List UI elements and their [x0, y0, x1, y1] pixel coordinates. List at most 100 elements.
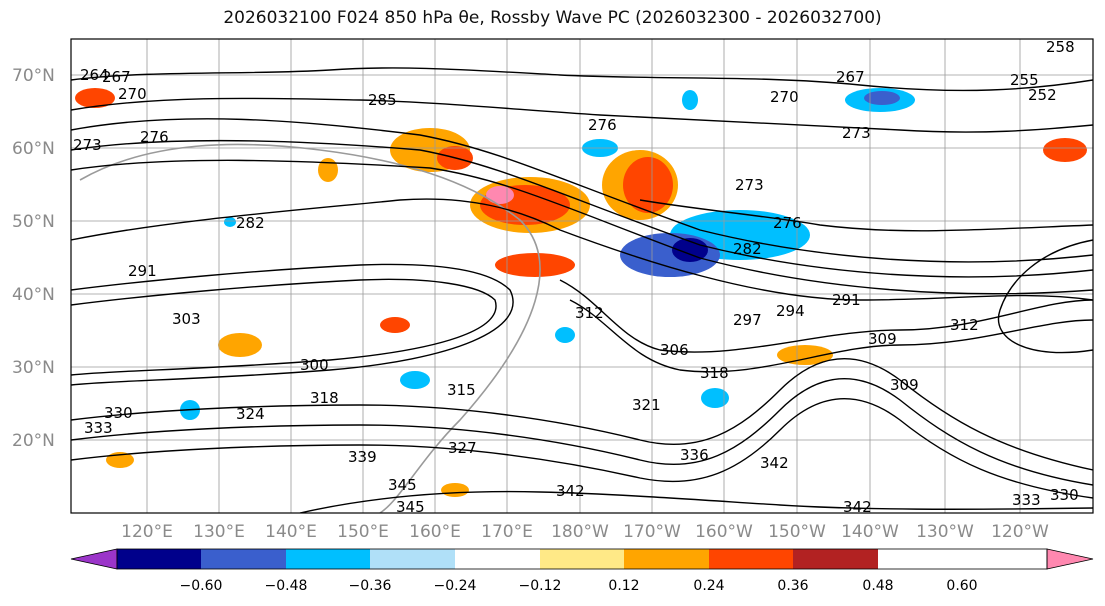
colorbar-segment [709, 549, 793, 569]
positive-anomaly-region [75, 88, 115, 108]
colorbar-tick-label: −0.12 [519, 578, 562, 594]
colorbar-tick-label: −0.48 [265, 578, 308, 594]
contour-label: 345 [396, 498, 425, 516]
contour-label: 273 [842, 124, 871, 142]
contour-label: 291 [832, 291, 861, 309]
colorbar-segment [117, 549, 201, 569]
map-frame [70, 38, 1094, 514]
negative-anomaly-region [555, 327, 575, 343]
rossby-path-outline [79, 143, 541, 513]
contour-label: 309 [890, 376, 919, 394]
contour-label: 258 [1046, 38, 1075, 56]
positive-anomaly-region [380, 317, 410, 333]
contour-label: 252 [1028, 86, 1057, 104]
colorbar-tick-label: −0.36 [349, 578, 392, 594]
map-title: 2026032100 F024 850 hPa θe, Rossby Wave … [223, 8, 882, 28]
contour-label: 276 [773, 214, 802, 232]
lon-label: 180°W [551, 522, 609, 542]
contour-label: 267 [102, 68, 131, 86]
lat-label: 60°N [12, 139, 55, 159]
contour-label: 333 [1012, 491, 1041, 509]
lat-label: 50°N [12, 212, 55, 232]
anomaly-shading [75, 88, 1087, 497]
theta-e-contours [71, 67, 1093, 513]
lon-label: 120°W [991, 522, 1049, 542]
longitude-labels: 120°E 130°E 140°E 150°E 160°E 170°E 180°… [121, 522, 1049, 542]
colorbar-tick-label: 0.60 [946, 578, 977, 594]
contour-label: 327 [448, 439, 477, 457]
contour-label: 312 [575, 304, 604, 322]
lon-label: 170°E [481, 522, 533, 542]
lat-label: 30°N [12, 358, 55, 378]
colorbar-tick-label: 0.36 [777, 578, 808, 594]
lon-label: 160°E [409, 522, 461, 542]
contour-label: 291 [128, 262, 157, 280]
colorbar-tick-label: 0.24 [693, 578, 724, 594]
contour-label: 255 [1010, 71, 1039, 89]
positive-anomaly-core [623, 157, 673, 213]
contour-label: 318 [700, 364, 729, 382]
contour-label: 264 [80, 66, 109, 84]
lat-label: 70°N [12, 66, 55, 86]
latitude-labels: 70°N 60°N 50°N 40°N 30°N 20°N [12, 66, 55, 451]
contour-label: 282 [733, 240, 762, 258]
colorbar-outline [116, 548, 1048, 570]
contour-label: 342 [843, 498, 872, 516]
lon-label: 170°W [623, 522, 681, 542]
contour-label: 285 [368, 91, 397, 109]
lon-label: 150°W [768, 522, 826, 542]
negative-anomaly-core [864, 91, 900, 105]
colorbar-ticks: −0.60 −0.48 −0.36 −0.24 −0.12 0.12 0.24 … [180, 578, 978, 594]
colorbar-tick-label: 0.12 [608, 578, 639, 594]
contour-label: 276 [140, 128, 169, 146]
contour-label: 273 [73, 136, 102, 154]
lat-label: 20°N [12, 431, 55, 451]
contour-label: 312 [950, 316, 979, 334]
contour-label: 300 [300, 356, 329, 374]
lon-label: 120°E [121, 522, 173, 542]
colorbar-segment [624, 549, 709, 569]
contour-label: 321 [632, 396, 661, 414]
positive-anomaly-region [318, 158, 338, 182]
positive-anomaly-region [1043, 138, 1087, 162]
colorbar: −0.60 −0.48 −0.36 −0.24 −0.12 0.12 0.24 … [70, 548, 1094, 594]
colorbar-segment [793, 549, 878, 569]
contour-label: 294 [776, 302, 805, 320]
contour-label: 276 [588, 116, 617, 134]
colorbar-extend-low [70, 548, 118, 570]
lon-label: 130°E [193, 522, 245, 542]
colorbar-segment [286, 549, 370, 569]
colorbar-segment [370, 549, 455, 569]
contour-label: 309 [868, 330, 897, 348]
contour-label: 306 [660, 341, 689, 359]
colorbar-segment [540, 549, 624, 569]
contour-label: 315 [447, 381, 476, 399]
contour-label: 330 [104, 404, 133, 422]
lon-label: 130°W [916, 522, 974, 542]
contour-label: 339 [348, 448, 377, 466]
colorbar-extend-high [1046, 548, 1094, 570]
negative-anomaly-region [224, 217, 236, 227]
contour-label: 297 [733, 311, 762, 329]
graticule [71, 39, 1093, 513]
contour-label: 324 [236, 405, 265, 423]
contour-label: 330 [1050, 486, 1079, 504]
lon-label: 140°W [841, 522, 899, 542]
contour-label: 336 [680, 446, 709, 464]
lon-label: 150°E [337, 522, 389, 542]
contour-label: 270 [770, 88, 799, 106]
colorbar-segment [455, 549, 540, 569]
positive-anomaly-region [441, 483, 469, 497]
negative-anomaly-region [400, 371, 430, 389]
contour-label: 333 [84, 419, 113, 437]
contour-label: 345 [388, 476, 417, 494]
lon-label: 160°W [695, 522, 753, 542]
negative-anomaly-region [682, 90, 698, 110]
negative-anomaly-region [701, 388, 729, 408]
contour-label: 273 [735, 176, 764, 194]
positive-anomaly-region [495, 253, 575, 277]
positive-anomaly-peak [486, 186, 514, 204]
colorbar-tick-label: −0.60 [180, 578, 223, 594]
contour-label: 282 [236, 214, 265, 232]
